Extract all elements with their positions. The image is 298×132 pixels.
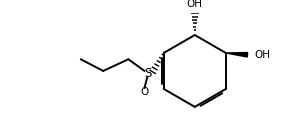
Polygon shape bbox=[226, 53, 248, 57]
Text: O: O bbox=[140, 88, 149, 98]
Text: S: S bbox=[145, 67, 152, 80]
Text: OH: OH bbox=[254, 50, 271, 60]
Text: OH: OH bbox=[187, 0, 203, 9]
